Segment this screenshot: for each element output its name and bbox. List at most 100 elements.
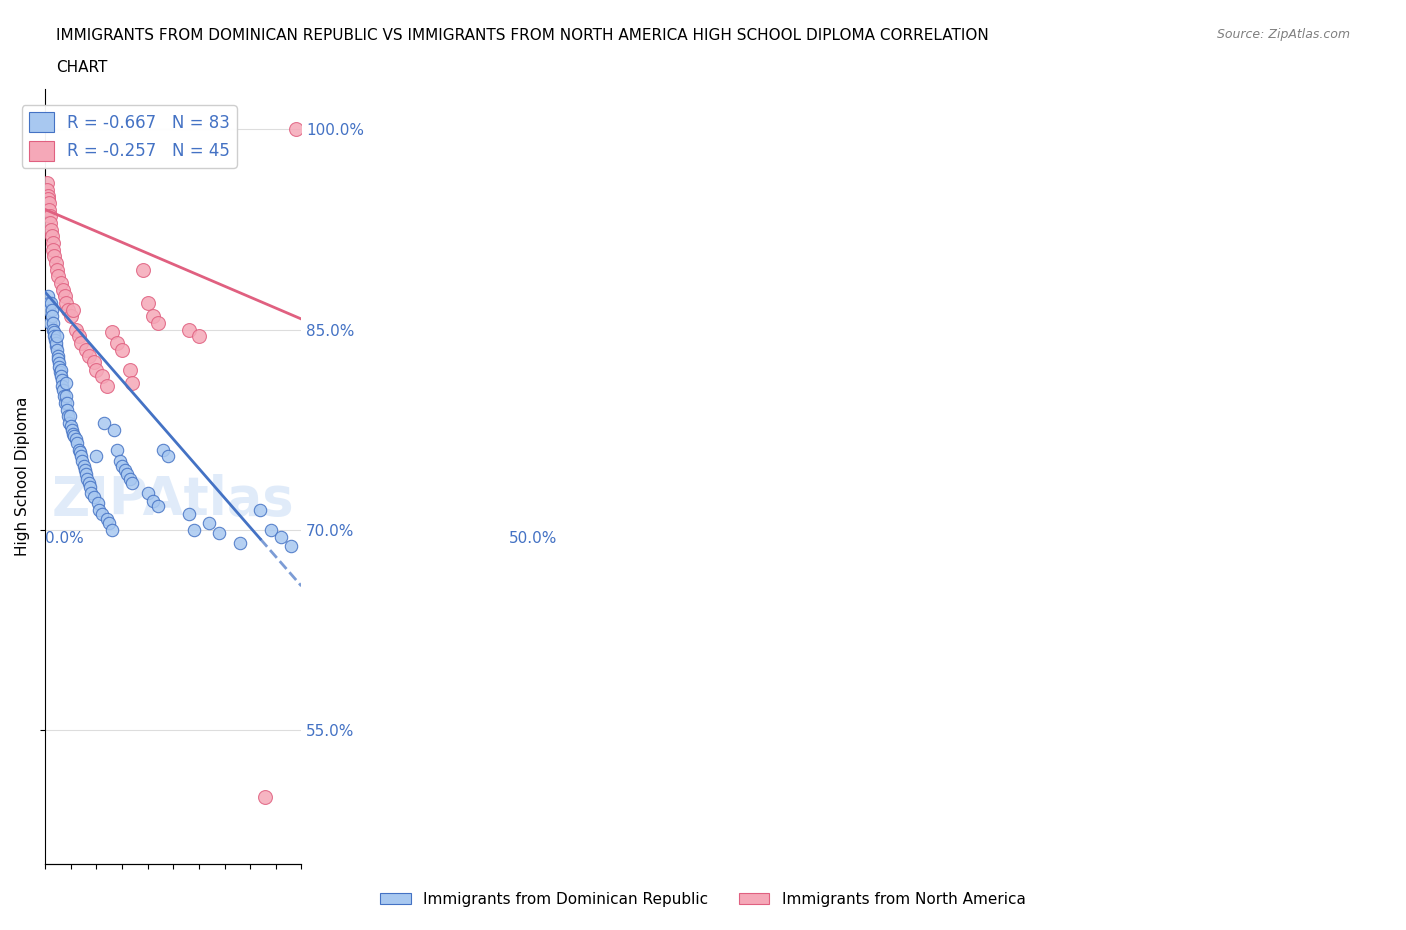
Point [75,467,97,482]
Point [98,516,121,531]
Point [157,449,180,464]
Text: Source: ZipAtlas.com: Source: ZipAtlas.com [1216,28,1350,41]
Point [46,269,69,284]
Point [59,418,82,433]
Point [73,458,96,473]
Point [41,222,63,237]
Point [42,315,65,330]
Point [259,523,281,538]
Point [142,493,165,508]
Point [41,302,63,317]
Point [62,426,84,441]
Point [52,282,75,297]
Point [38,202,60,217]
Point [146,498,169,513]
Point [46,349,69,364]
Point [70,449,93,464]
Point [41,296,63,311]
Point [42,325,65,339]
Point [108,453,131,468]
Point [131,262,153,277]
Point [76,472,98,486]
Point [38,195,60,210]
Point [83,489,105,504]
Point [38,208,60,223]
Point [42,235,65,250]
Point [67,443,90,458]
Point [115,467,138,482]
Point [114,462,136,477]
Point [39,315,62,330]
Point [249,502,271,517]
Point [87,496,110,511]
Point [51,379,73,393]
Point [41,309,63,324]
Point [90,369,112,384]
Point [105,336,128,351]
Point [177,322,200,337]
Point [105,443,128,458]
Text: 0.0%: 0.0% [45,531,84,546]
Point [77,476,100,491]
Point [38,302,60,317]
Point [136,296,159,311]
Point [51,373,73,388]
Text: CHART: CHART [56,60,108,75]
Point [38,296,60,311]
Point [55,389,77,404]
Point [39,216,62,231]
Point [49,363,72,378]
Point [44,256,66,271]
Point [42,242,65,257]
Point [46,342,69,357]
Point [77,349,100,364]
Point [69,445,91,460]
Point [285,122,308,137]
Point [101,523,124,538]
Point [75,342,97,357]
Legend: Immigrants from Dominican Republic, Immigrants from North America: Immigrants from Dominican Republic, Immi… [374,886,1032,913]
Point [118,472,141,486]
Point [45,336,67,351]
Point [65,432,87,446]
Point [45,329,67,344]
Point [177,507,200,522]
Point [37,182,59,197]
Point [121,476,143,491]
Point [59,309,82,324]
Text: ZIPAtlas: ZIPAtlas [52,473,295,525]
Point [58,409,80,424]
Point [93,416,115,431]
Legend: R = -0.667   N = 83, R = -0.257   N = 45: R = -0.667 N = 83, R = -0.257 N = 45 [22,105,236,167]
Point [49,275,72,290]
Text: IMMIGRANTS FROM DOMINICAN REPUBLIC VS IMMIGRANTS FROM NORTH AMERICA HIGH SCHOOL : IMMIGRANTS FROM DOMINICAN REPUBLIC VS IM… [56,28,988,43]
Point [90,507,112,522]
Point [142,309,165,324]
Point [96,379,118,393]
Point [87,502,110,517]
Point [45,262,67,277]
Point [67,329,90,344]
Point [101,325,124,339]
Point [111,342,134,357]
Point [208,525,231,540]
Point [270,529,292,544]
Point [280,538,302,553]
Point [183,523,205,538]
Point [48,365,70,379]
Point [83,354,105,369]
Point [60,422,83,437]
Point [79,480,101,495]
Point [121,376,143,391]
Point [49,369,72,384]
Text: 50.0%: 50.0% [509,531,557,546]
Point [146,315,169,330]
Point [44,339,66,353]
Point [103,422,125,437]
Point [41,229,63,244]
Point [56,403,79,418]
Point [44,333,66,348]
Point [70,453,93,468]
Point [86,449,108,464]
Point [80,485,103,500]
